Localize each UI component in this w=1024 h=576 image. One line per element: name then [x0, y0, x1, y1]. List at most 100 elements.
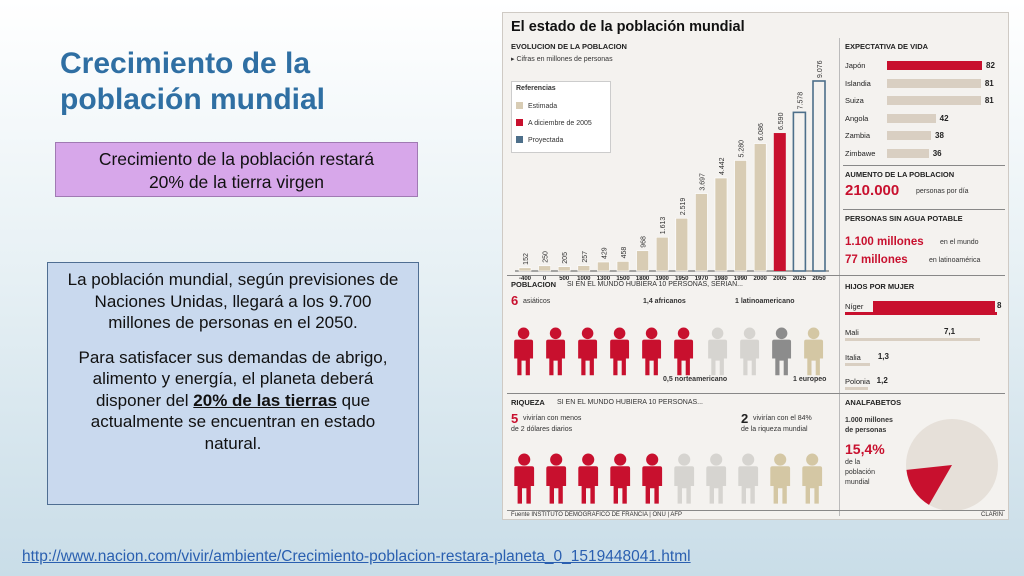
chart-data-label: 968: [641, 236, 648, 248]
hijos-bar: [845, 312, 997, 315]
person-head: [581, 327, 594, 340]
wealth-people: [514, 453, 823, 504]
person-head: [614, 453, 627, 466]
analf-line5: mundial: [845, 479, 870, 486]
hijos-value: 1,3: [877, 352, 889, 361]
analf-pct: 15,4%: [845, 441, 885, 457]
person-head: [646, 453, 659, 466]
chart-bar: [597, 261, 610, 272]
analf-line1: 1.000 millones: [845, 417, 893, 424]
legend-swatch: [516, 102, 523, 109]
chart-tick-label: 1950: [675, 276, 689, 282]
hijos-highlight-bar: [873, 301, 995, 312]
body-text-box: La población mundial, según previsiones …: [47, 262, 419, 505]
hijos-value: 1,2: [876, 376, 888, 385]
legend-label: A diciembre de 2005: [528, 120, 592, 127]
chart-bar: [812, 80, 826, 272]
population-people: [514, 327, 824, 376]
chart-data-label: 205: [562, 252, 569, 264]
person-body: [610, 339, 630, 376]
analf-pie-slice: [906, 464, 952, 505]
chart-tick-label: 2000: [754, 276, 768, 282]
life-bar: [887, 131, 932, 140]
riqueza-pobres-line2: de 2 dólares diarios: [511, 426, 573, 433]
chart-bar: [753, 143, 767, 272]
hijos-bar: [845, 338, 980, 341]
norte-label: 0,5 norteamericano: [663, 376, 728, 383]
chart-data-label: 257: [582, 251, 589, 263]
life-country-label: Zambia: [845, 131, 871, 140]
riqueza-sub: SI EN EL MUNDO HUBIERA 10 PERSONAS...: [557, 399, 704, 406]
person-head: [517, 327, 530, 340]
chart-tick-label: 2005: [773, 276, 787, 282]
water-world-label: en el mundo: [940, 239, 979, 246]
person-icon: [578, 453, 599, 504]
person-head: [807, 327, 820, 340]
person-body: [546, 466, 567, 504]
chart-data-label: 9.076: [817, 60, 824, 78]
evolution-header: EVOLUCION DE LA POBLACION: [511, 42, 627, 51]
person-head: [711, 327, 724, 340]
chart-data-label: 4.442: [719, 157, 726, 175]
divider: [843, 165, 1005, 166]
title-line-1: Crecimiento de la: [60, 47, 311, 80]
life-country-label: Angola: [845, 113, 869, 123]
growth-value: 210.000: [845, 182, 900, 199]
chart-tick-label: 1990: [734, 276, 748, 282]
person-icon: [770, 453, 791, 504]
divider: [507, 510, 1005, 511]
chart-tick-label: 0: [543, 276, 547, 282]
life-header: EXPECTATIVA DE VIDA: [845, 42, 929, 51]
life-country-label: Japón: [845, 61, 866, 70]
subtitle-line-1: Crecimiento de la población restará: [98, 149, 375, 169]
person-icon: [772, 327, 792, 376]
chart-data-label: 1.613: [660, 217, 667, 235]
person-icon: [642, 453, 663, 504]
hijos-country-label: Níger: [845, 302, 864, 311]
legend-box: Referencias Estimada A diciembre de 2005…: [511, 81, 611, 153]
chart-data-label: 6.086: [758, 123, 765, 141]
person-body: [642, 339, 662, 376]
riqueza-header: RIQUEZA: [511, 398, 545, 407]
hijos-bar: [845, 363, 870, 366]
person-head: [677, 327, 690, 340]
person-body: [674, 466, 695, 504]
chart-tick-label: 1970: [695, 276, 709, 282]
hijos-header: HIJOS POR MUJER: [845, 282, 915, 291]
chart-tick-label: 500: [559, 276, 570, 282]
person-head: [775, 327, 788, 340]
chart-tick-label: 1500: [616, 276, 630, 282]
life-value: 81: [984, 96, 994, 105]
person-head: [645, 327, 658, 340]
riqueza-pobres-count: 5: [511, 411, 519, 426]
person-body: [674, 339, 694, 376]
title-line-2: población mundial: [60, 83, 326, 116]
growth-header: AUMENTO DE LA POBLACION: [845, 170, 955, 179]
legend-swatch: [516, 136, 523, 143]
subtitle-box: Crecimiento de la población restará 20% …: [55, 142, 418, 197]
person-body: [642, 466, 663, 504]
chart-bar: [616, 261, 630, 272]
chart-bar: [655, 236, 669, 272]
life-value: 82: [986, 61, 995, 70]
analf-header: ANALFABETOS: [845, 398, 902, 407]
person-body: [770, 466, 791, 504]
life-value: 81: [984, 78, 994, 88]
riqueza-pobres-line1: vivirían con menos: [523, 415, 582, 422]
riqueza-ricos-count: 2: [741, 411, 749, 426]
person-head: [518, 453, 531, 466]
water-header: PERSONAS SIN AGUA POTABLE: [845, 214, 963, 223]
person-head: [613, 327, 626, 340]
poblacion-sub: SI EN EL MUNDO HUBIERA 10 PERSONAS, SERI…: [567, 281, 743, 288]
source-link[interactable]: http://www.nacion.com/vivir/ambiente/Cre…: [22, 548, 691, 565]
evolution-note-text: Cifras en millones de personas: [516, 56, 613, 63]
evolution-note: ▸ Cifras en millones de personas: [511, 56, 613, 63]
column-divider: [839, 38, 840, 516]
person-head: [582, 453, 595, 466]
person-body: [772, 339, 792, 376]
person-icon: [740, 327, 760, 376]
person-head: [549, 327, 562, 340]
divider: [843, 275, 1005, 276]
person-body: [514, 466, 535, 504]
person-body: [706, 466, 727, 504]
